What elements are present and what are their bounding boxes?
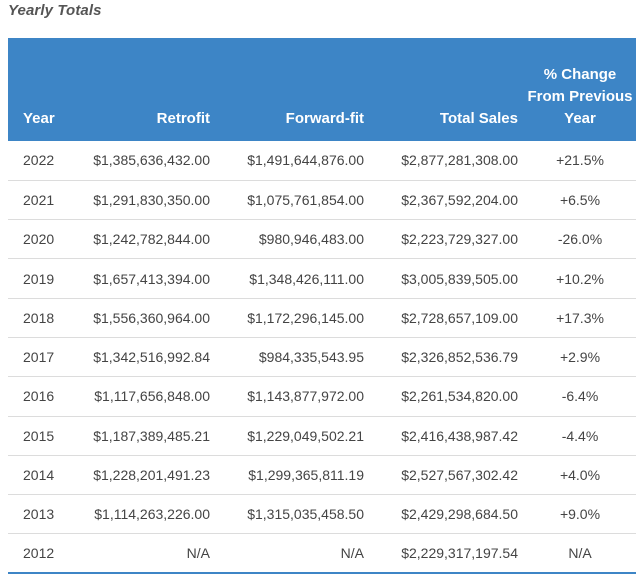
cell-year: 2018 — [23, 309, 55, 326]
header-row: Year Retrofit Forward-fit Total Sales % … — [8, 38, 636, 141]
cell-year: 2019 — [23, 270, 55, 287]
cell-retrofit: $1,657,413,394.00 — [93, 270, 210, 287]
cell-total-sales: $2,261,534,820.00 — [401, 388, 518, 405]
cell-pct-change: +4.0% — [559, 467, 601, 484]
cell-forward-fit: $1,143,877,972.00 — [247, 388, 364, 405]
cell-year: 2015 — [23, 427, 55, 444]
cell-year: 2016 — [23, 388, 55, 405]
cell-forward-fit: $1,299,365,811.19 — [248, 467, 364, 484]
table-row: 2021 $1,291,830,350.00 $1,075,761,854.00 $2… — [8, 180, 636, 220]
cell-forward-fit: $980,946,483.00 — [258, 231, 364, 248]
cell-total-sales: $2,223,729,327.00 — [401, 231, 518, 248]
cell-pct-change: +2.9% — [559, 349, 601, 366]
cell-pct-change: N/A — [568, 545, 592, 562]
cell-total-sales: $2,326,852,536.79 — [401, 349, 518, 366]
cell-year: 2012 — [23, 545, 55, 562]
yearly-totals-table: Year Retrofit Forward-fit Total Sales % … — [8, 38, 636, 574]
table-row: 2019 $1,657,413,394.00 $1,348,426,111.00 $3… — [8, 259, 636, 299]
cell-year: 2022 — [23, 152, 55, 169]
cell-retrofit: $1,242,782,844.00 — [93, 231, 210, 248]
cell-retrofit: N/A — [186, 545, 210, 562]
cell-retrofit: $1,117,656,848.00 — [94, 388, 210, 405]
cell-forward-fit: $1,315,035,458.50 — [247, 506, 364, 523]
table-row: 2015 $1,187,389,485.21 $1,229,049,502.21 $2… — [8, 416, 636, 456]
cell-forward-fit: $984,335,543.95 — [258, 349, 364, 366]
table-row: 2022 $1,385,636,432.00 $1,491,644,876.00 $2… — [8, 141, 636, 181]
table-row: 2013 $1,114,263,226.00 $1,315,035,458.50 $2… — [8, 495, 636, 534]
cell-retrofit: $1,291,830,350.00 — [93, 191, 210, 208]
table-row: 2018 $1,556,360,964.00 $1,172,296,145.00 $2… — [8, 298, 636, 338]
cell-pct-change: +6.5% — [559, 191, 601, 208]
cell-pct-change: -26.0% — [557, 231, 603, 248]
cell-year: 2014 — [23, 467, 55, 484]
cell-total-sales: $2,527,567,302.42 — [401, 467, 518, 484]
table-body: 2022 $1,385,636,432.00 $1,491,644,876.00 $2… — [8, 141, 636, 574]
cell-pct-change: +10.2% — [556, 270, 604, 287]
cell-year: 2013 — [23, 506, 55, 523]
cell-forward-fit: $1,491,644,876.00 — [247, 152, 364, 169]
cell-retrofit: $1,187,389,485.21 — [93, 427, 210, 444]
cell-forward-fit: $1,172,296,145.00 — [247, 309, 364, 326]
cell-year: 2021 — [23, 191, 55, 208]
section-title: Yearly Totals — [8, 2, 102, 19]
column-header-retrofit: Retrofit — [156, 110, 210, 127]
cell-pct-change: +17.3% — [556, 309, 604, 326]
cell-retrofit: $1,385,636,432.00 — [93, 152, 210, 169]
cell-total-sales: $2,416,438,987.42 — [401, 427, 518, 444]
cell-forward-fit: N/A — [340, 545, 364, 562]
cell-total-sales: $3,005,839,505.00 — [401, 270, 518, 287]
cell-total-sales: $2,229,317,197.54 — [401, 545, 518, 562]
cell-year: 2017 — [23, 349, 55, 366]
cell-total-sales: $2,877,281,308.00 — [401, 152, 518, 169]
cell-retrofit: $1,556,360,964.00 — [93, 309, 210, 326]
cell-forward-fit: $1,075,761,854.00 — [247, 191, 364, 208]
column-header-forward-fit: Forward-fit — [285, 110, 364, 127]
column-header-year: Year — [23, 110, 55, 127]
cell-pct-change: +9.0% — [559, 506, 601, 523]
table-row: 2020 $1,242,782,844.00 $980,946,483.00 $2,2… — [8, 220, 636, 259]
table-row: 2016 $1,117,656,848.00 $1,143,877,972.00 $2… — [8, 377, 636, 417]
cell-pct-change: -6.4% — [561, 388, 599, 405]
column-header-pct-change: % Change From Previous Year — [527, 66, 633, 127]
cell-pct-change: +21.5% — [556, 152, 604, 169]
table-row: 2017 $1,342,516,992.84 $984,335,543.95 $2,3… — [8, 337, 636, 377]
cell-total-sales: $2,728,657,109.00 — [401, 309, 518, 326]
cell-retrofit: $1,228,201,491.23 — [93, 467, 210, 484]
cell-year: 2020 — [23, 231, 55, 248]
table-header: Year Retrofit Forward-fit Total Sales % … — [8, 38, 636, 141]
cell-forward-fit: $1,229,049,502.21 — [247, 427, 364, 444]
cell-retrofit: $1,114,263,226.00 — [94, 506, 210, 523]
cell-forward-fit: $1,348,426,111.00 — [249, 270, 364, 287]
table-row: 2014 $1,228,201,491.23 $1,299,365,811.19 $2… — [8, 455, 636, 495]
cell-total-sales: $2,429,298,684.50 — [401, 506, 518, 523]
cell-pct-change: -4.4% — [561, 427, 599, 444]
cell-retrofit: $1,342,516,992.84 — [93, 349, 210, 366]
table-row: 2012 N/A N/A $2,229,317,197.54 N/A — [8, 534, 636, 574]
cell-total-sales: $2,367,592,204.00 — [401, 191, 518, 208]
column-header-total-sales: Total Sales — [439, 110, 518, 127]
